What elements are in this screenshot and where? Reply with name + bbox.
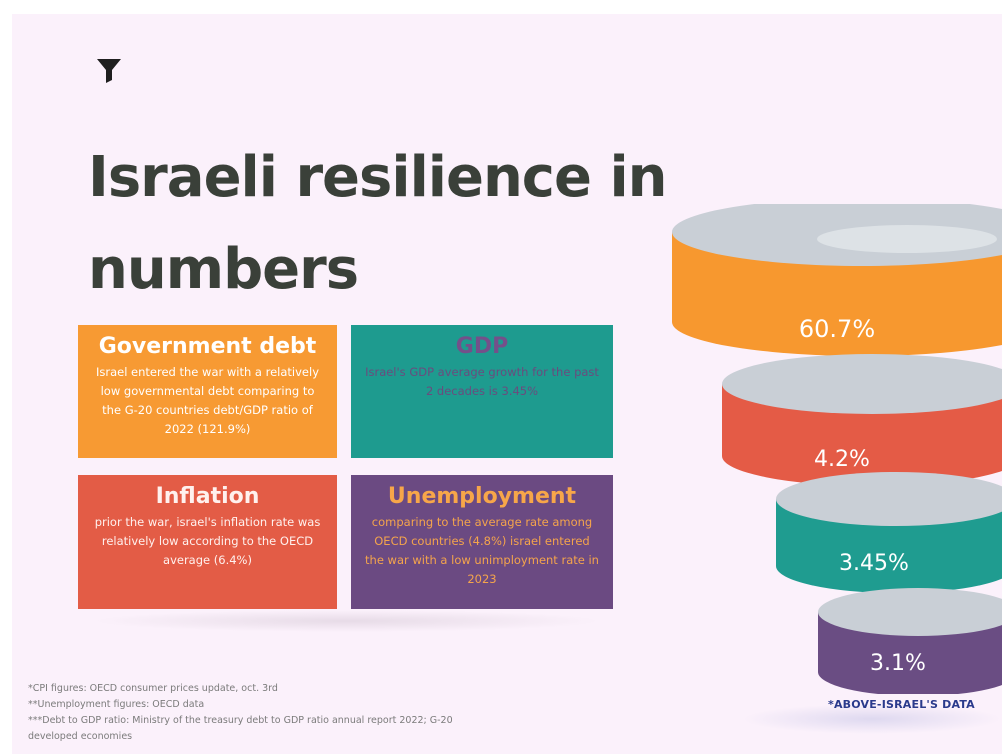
funnel-ring-3: 3.45% (776, 472, 1002, 593)
gdp-card: GDP Israel's GDP average growth for the … (351, 325, 613, 458)
infographic-page: Israeli resilience in numbers Government… (12, 14, 1002, 754)
source-note: developed economies (28, 731, 133, 742)
funnel-value-label: 3.1% (870, 651, 926, 676)
funnel-logo-icon (97, 59, 121, 83)
source-note: **Unemployment figures: OECD data (28, 699, 205, 710)
government-debt-heading: Government debt (98, 334, 317, 359)
funnel-value-label: 60.7% (799, 315, 875, 343)
funnel-graphic: 60.7% 4.2% 3.45% 3.1% (672, 204, 1002, 694)
inflation-card: Inflation prior the war, israel's inflat… (78, 475, 337, 609)
cards-shadow (92, 610, 602, 632)
government-debt-text: Israel entered the war with a relatively… (95, 365, 320, 436)
funnel-ring-1: 60.7% (672, 204, 1002, 356)
funnel-value-label: 4.2% (814, 447, 870, 472)
caption-glow (742, 704, 1002, 734)
unemployment-text: comparing to the average rate among OECD… (365, 515, 599, 586)
source-note: ***Debt to GDP ratio: Ministry of the tr… (28, 715, 453, 726)
page-title: Israeli resilience in numbers (88, 145, 668, 302)
funnel-value-label: 3.45% (839, 551, 909, 576)
source-note: *CPI figures: OECD consumer prices updat… (28, 683, 278, 694)
gdp-heading: GDP (455, 334, 509, 359)
inflation-heading: Inflation (155, 484, 260, 509)
unemployment-card: Unemployment comparing to the average ra… (351, 475, 613, 609)
inflation-text: prior the war, israel's inflation rate w… (94, 515, 321, 567)
funnel-ring-2: 4.2% (722, 354, 1002, 486)
funnel-ring-4: 3.1% (818, 588, 1002, 694)
government-debt-card: Government debt Israel entered the war w… (78, 325, 337, 458)
unemployment-heading: Unemployment (387, 484, 577, 509)
source-notes: *CPI figures: OECD consumer prices updat… (28, 681, 628, 745)
funnel-caption: *ABOVE-ISRAEL'S DATA (828, 698, 975, 711)
gdp-text: Israel's GDP average growth for the past… (365, 365, 599, 398)
